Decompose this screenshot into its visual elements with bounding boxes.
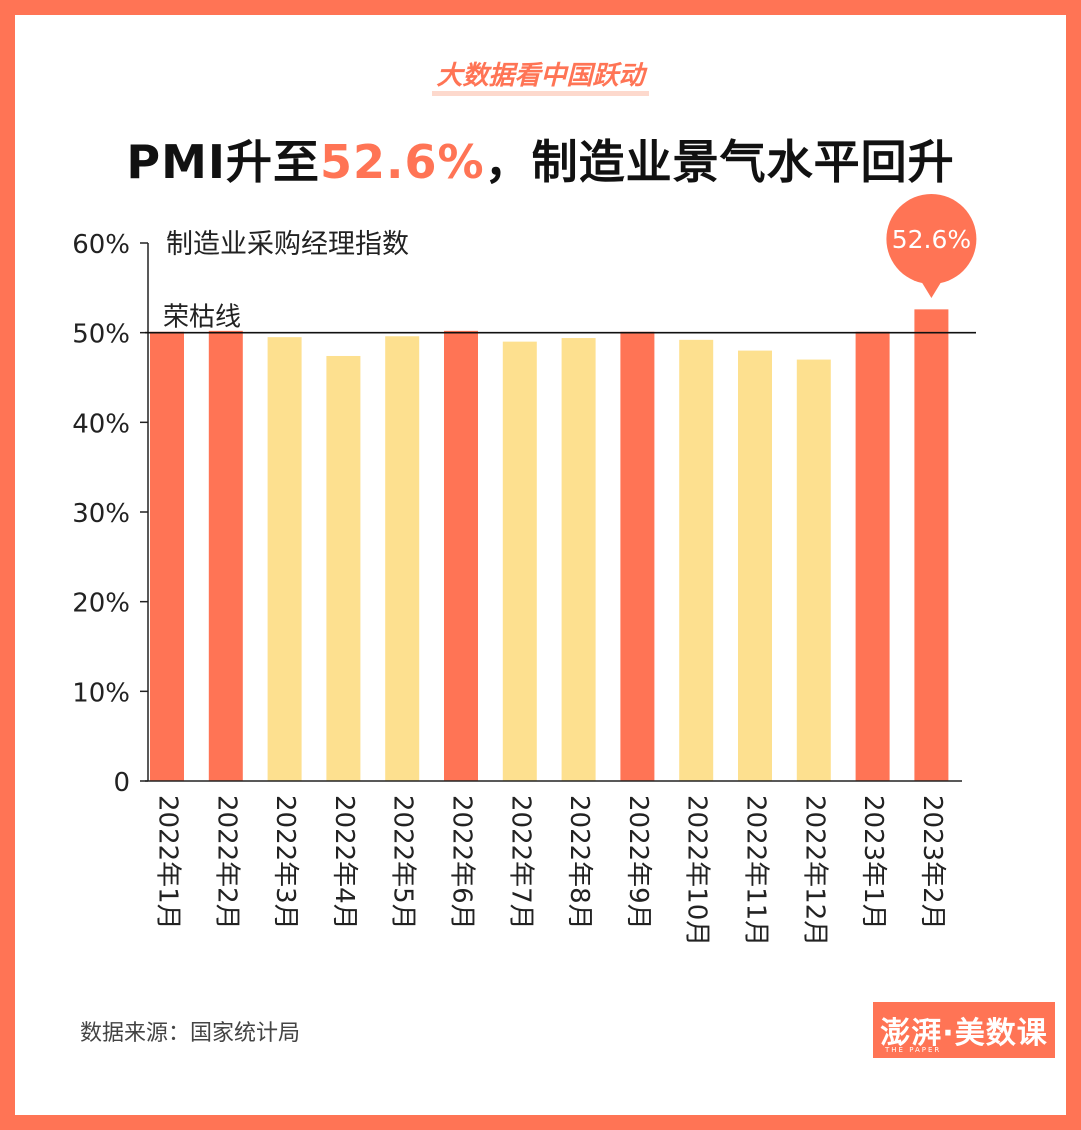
- bar: [150, 331, 184, 781]
- bar: [385, 336, 420, 781]
- x-tick-label: 2022年5月: [388, 795, 418, 930]
- bar: [502, 341, 537, 781]
- logo-subtext: THE PAPER: [885, 1046, 942, 1054]
- x-tick-label: 2022年11月: [741, 795, 771, 946]
- x-tick-label: 2022年12月: [799, 795, 829, 946]
- kicker-text: 大数据看中国跃动: [432, 61, 649, 96]
- bar: [561, 338, 596, 781]
- y-tick-label: 50%: [72, 320, 130, 350]
- x-tick-label: 2022年3月: [270, 795, 300, 930]
- x-tick-label: 2022年1月: [153, 795, 183, 930]
- bar: [914, 309, 949, 781]
- logo-text: 澎湃·美数课: [880, 1016, 1048, 1051]
- bar: [796, 359, 831, 781]
- bar: [679, 339, 714, 781]
- y-tick-label: 30%: [72, 499, 130, 529]
- reference-line-label: 荣枯线: [163, 303, 241, 333]
- bar: [208, 330, 243, 781]
- x-tick-label: 2022年7月: [505, 795, 535, 930]
- x-tick-label: 2022年9月: [623, 795, 653, 930]
- y-tick-label: 40%: [72, 409, 130, 439]
- title-prefix: PMI升至: [126, 135, 320, 189]
- bar: [620, 331, 655, 781]
- y-tick-label: 0: [113, 768, 130, 798]
- x-tick-label: 2022年4月: [329, 795, 359, 930]
- page-title: PMI升至52.6%，制造业景气水平回升: [0, 126, 1081, 192]
- bar: [855, 331, 890, 781]
- y-tick-label: 60%: [72, 230, 130, 260]
- x-tick-label: 2022年10月: [682, 795, 712, 946]
- callout-bubble: [886, 194, 977, 284]
- title-highlight: 52.6%: [320, 135, 485, 189]
- callout-label: 52.6%: [892, 225, 971, 254]
- callout-pointer: [920, 280, 943, 298]
- x-tick-label: 2023年2月: [917, 795, 947, 930]
- bar: [326, 355, 361, 781]
- x-tick-label: 2022年8月: [564, 795, 594, 930]
- x-tick-label: 2022年6月: [447, 795, 477, 930]
- y-tick-label: 10%: [72, 678, 130, 708]
- brand-logo: 澎湃·美数课: [873, 1002, 1055, 1058]
- bar: [738, 350, 772, 781]
- bar: [267, 337, 302, 781]
- title-suffix: ，制造业景气水平回升: [484, 135, 955, 189]
- bar: [444, 330, 478, 781]
- x-tick-label: 2022年2月: [211, 795, 241, 930]
- y-tick-label: 20%: [72, 589, 130, 619]
- kicker: 大数据看中国跃动: [0, 55, 1081, 96]
- x-tick-label: 2023年1月: [858, 795, 888, 930]
- series-label: 制造业采购经理指数: [166, 229, 409, 260]
- source-note: 数据来源：国家统计局: [80, 1021, 301, 1046]
